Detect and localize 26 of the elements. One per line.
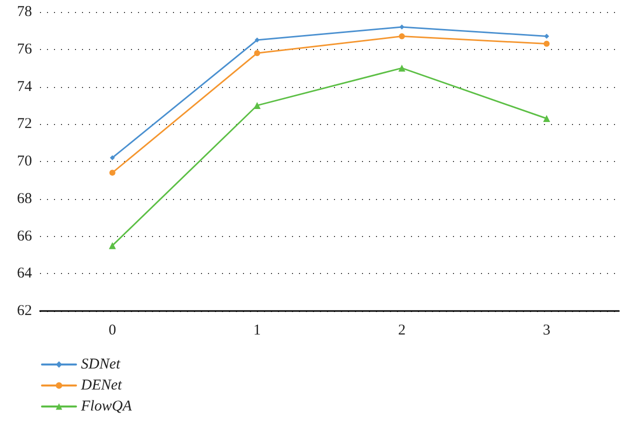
point	[110, 155, 115, 160]
legend-label: DENet	[80, 378, 123, 394]
y-tick-label: 74	[17, 78, 32, 95]
x-tick-label: 1	[253, 322, 261, 338]
y-tick-label: 64	[17, 266, 32, 282]
y-tick-label: 62	[17, 303, 32, 319]
y-tick-label: 72	[17, 116, 32, 132]
point	[398, 33, 405, 40]
point	[543, 115, 550, 122]
y-tick-label: 66	[17, 228, 32, 244]
point	[254, 50, 260, 56]
x-tick-label: 2	[398, 322, 406, 338]
point	[254, 102, 261, 109]
y-tick-label: 78	[17, 4, 32, 20]
legend-label: SDNet	[81, 356, 121, 372]
x-tick-label: 0	[108, 322, 116, 338]
point	[109, 170, 116, 176]
point	[108, 242, 116, 250]
y-tick-label: 70	[17, 154, 32, 170]
point	[544, 40, 550, 47]
x-tick-label: 3	[542, 322, 550, 338]
point	[398, 64, 406, 72]
y-tick-label: 68	[17, 190, 32, 207]
legend-label: FlowQA	[80, 398, 133, 414]
y-tick-label: 76	[17, 41, 32, 58]
point	[544, 34, 550, 39]
